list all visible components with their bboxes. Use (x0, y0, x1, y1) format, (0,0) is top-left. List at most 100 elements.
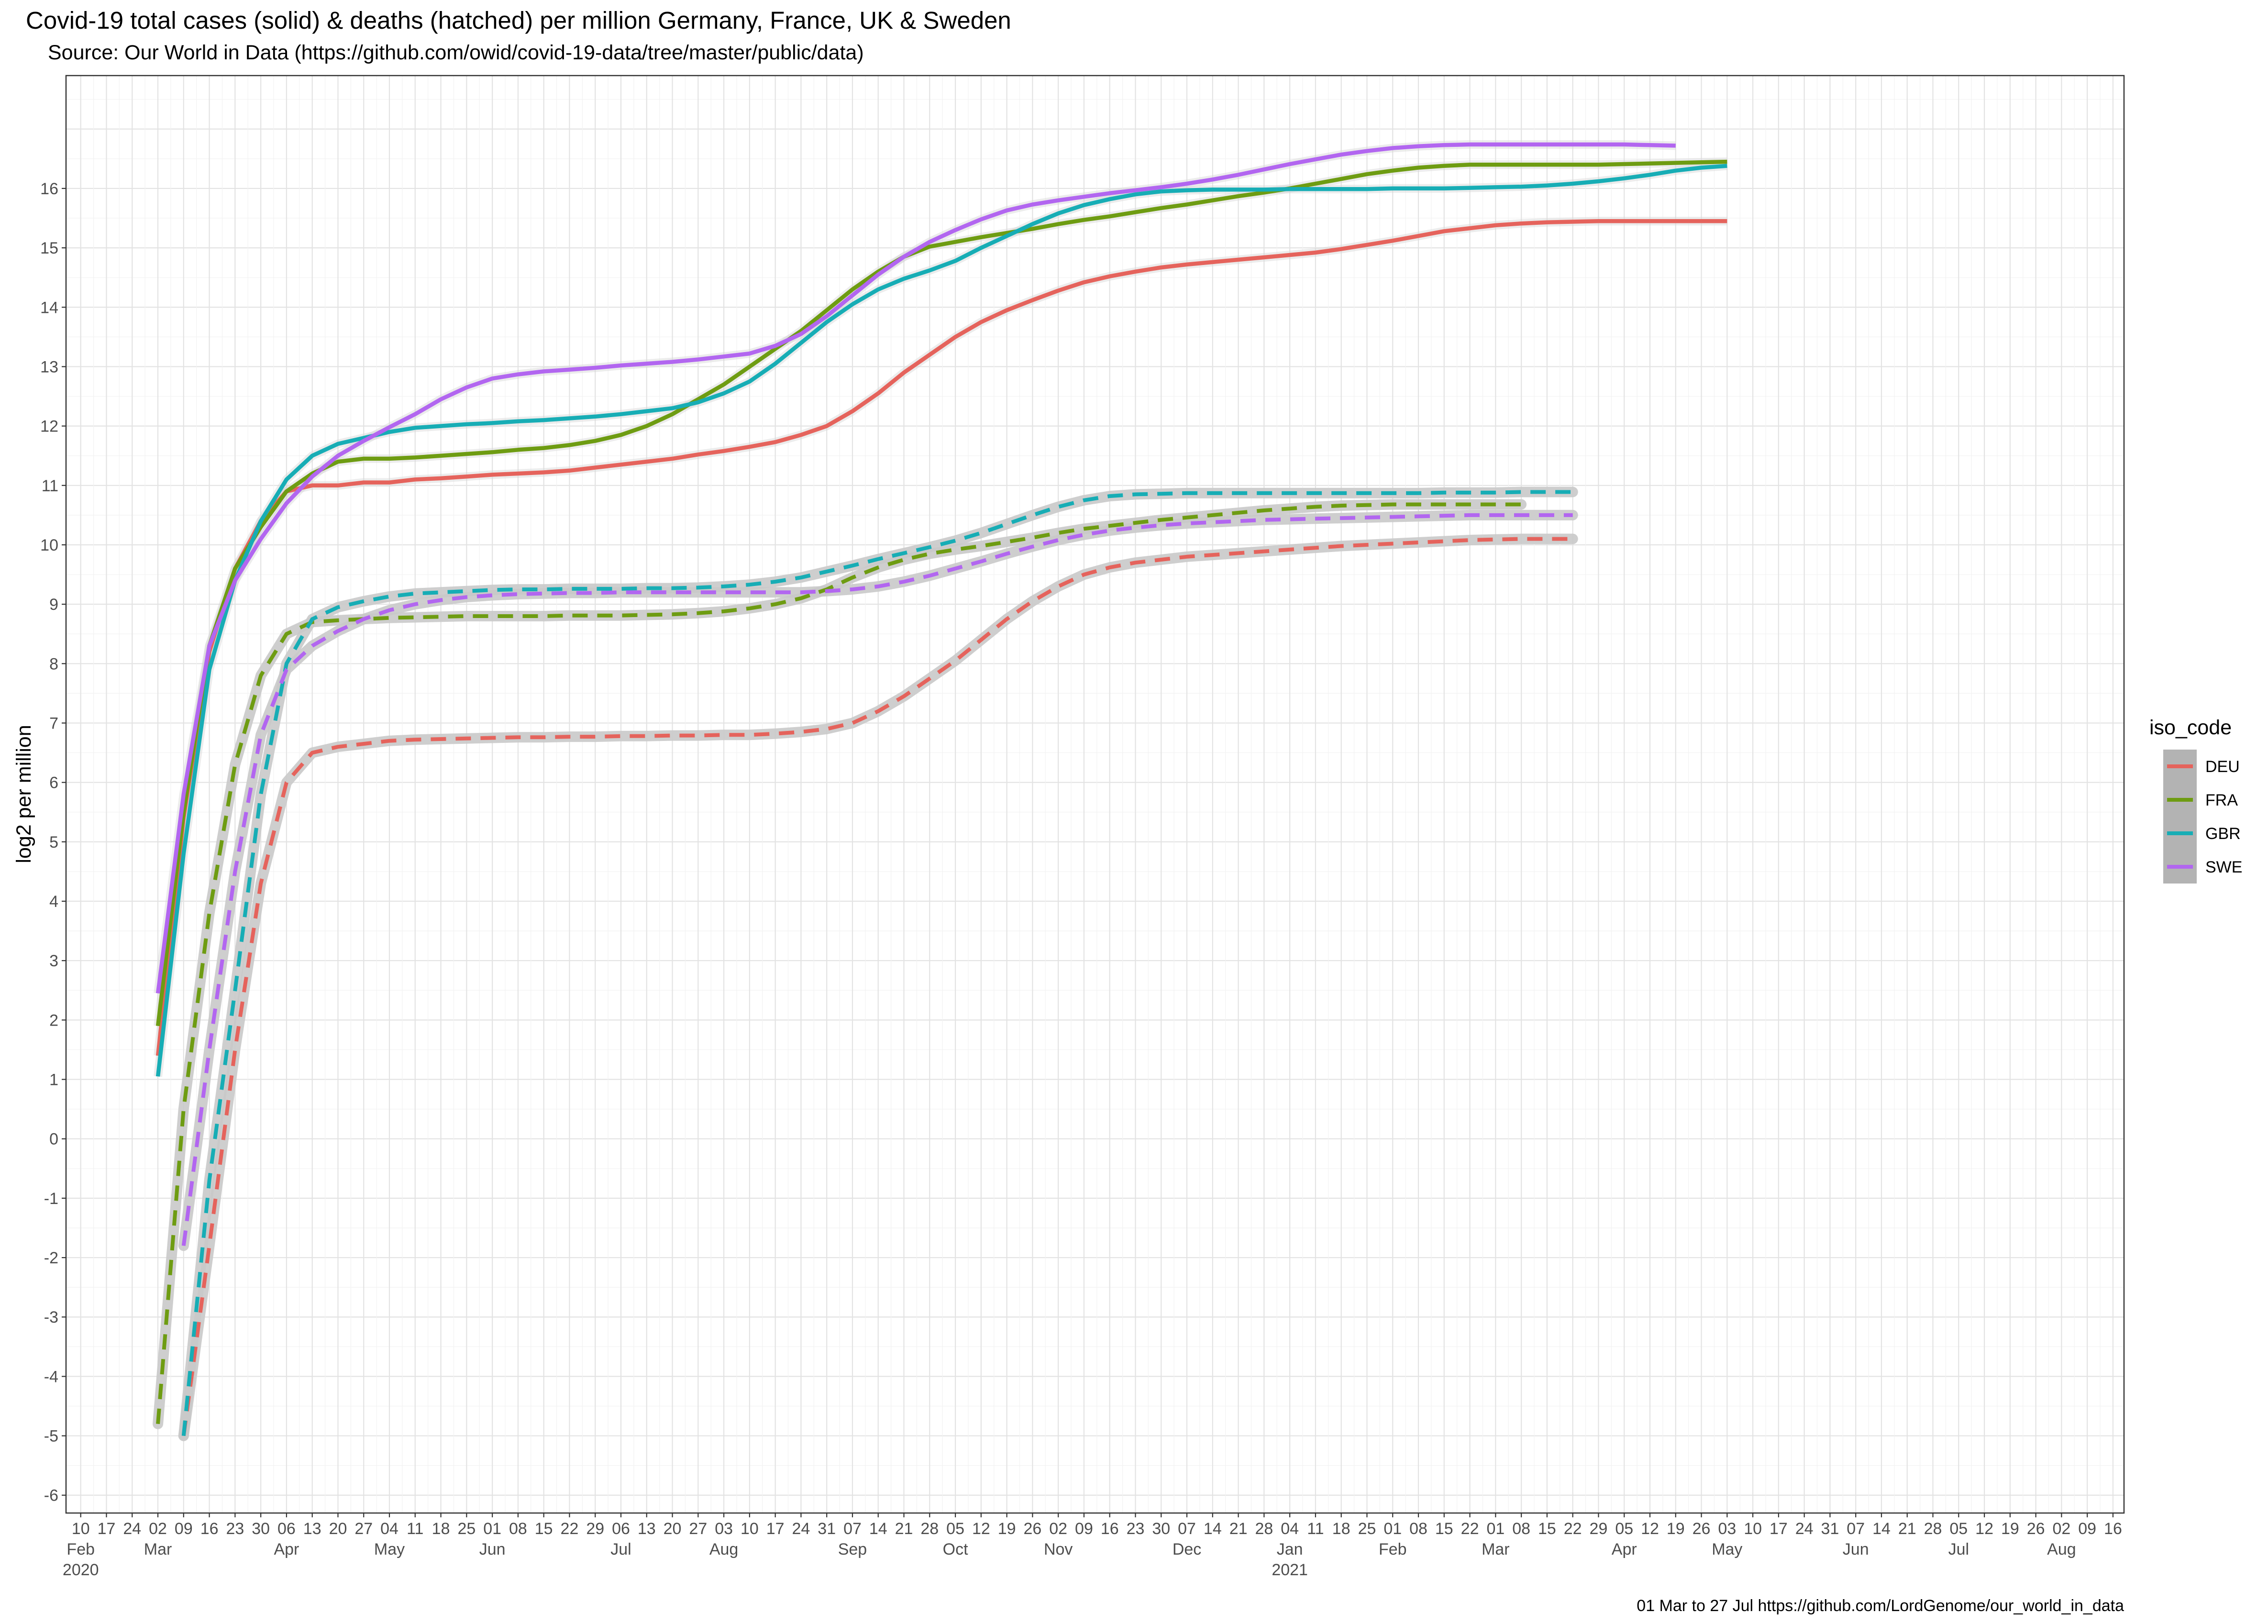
x-tick-label: 15 (1435, 1520, 1453, 1538)
x-tick-label: 09 (2078, 1520, 2096, 1538)
x-tick-label: 03 (1718, 1520, 1736, 1538)
x-month-label: Jul (610, 1540, 631, 1558)
y-tick-label: 16 (40, 180, 58, 198)
x-tick-label: 03 (715, 1520, 733, 1538)
x-tick-label: 10 (72, 1520, 90, 1538)
y-tick-label: 4 (49, 893, 58, 911)
x-tick-label: 26 (2027, 1520, 2045, 1538)
x-tick-label: 17 (98, 1520, 116, 1538)
x-tick-label: 12 (1975, 1520, 1993, 1538)
legend-title: iso_code (2149, 716, 2232, 739)
x-tick-label: 25 (1358, 1520, 1376, 1538)
y-tick-label: 12 (40, 418, 58, 436)
x-month-label: May (1712, 1540, 1742, 1558)
x-tick-label: 13 (303, 1520, 321, 1538)
series-layer (153, 140, 1727, 1441)
x-tick-label: 22 (561, 1520, 579, 1538)
y-tick-label: -2 (44, 1249, 58, 1267)
x-month-label: Jul (1948, 1540, 1969, 1558)
x-month-label: Feb (66, 1540, 95, 1558)
x-tick-label: 12 (972, 1520, 990, 1538)
x-month-label: Jan (1277, 1540, 1303, 1558)
x-tick-label: 27 (689, 1520, 707, 1538)
y-tick-label: -5 (44, 1427, 58, 1446)
cases-line-fra (155, 159, 1727, 1027)
x-tick-label: 26 (1023, 1520, 1041, 1538)
chart-subtitle: Source: Our World in Data (https://githu… (48, 41, 864, 64)
x-month-label: Aug (2047, 1540, 2076, 1558)
deaths-line-deu (181, 537, 1573, 1436)
plot-background (66, 76, 2124, 1513)
x-tick-label: 18 (432, 1520, 450, 1538)
legend-label-swe: SWE (2205, 858, 2242, 876)
x-year-label: 2021 (1272, 1561, 1308, 1579)
x-tick-label: 12 (1641, 1520, 1659, 1538)
x-tick-label: 19 (2001, 1520, 2019, 1538)
x-month-label: Mar (144, 1540, 172, 1558)
x-tick-label: 02 (149, 1520, 167, 1538)
x-tick-label: 07 (1178, 1520, 1196, 1538)
legend-label-fra: FRA (2205, 791, 2238, 809)
x-tick-label: 08 (509, 1520, 527, 1538)
y-tick-label: 2 (49, 1011, 58, 1029)
x-tick-label: 16 (1101, 1520, 1119, 1538)
x-tick-label: 07 (843, 1520, 862, 1538)
x-tick-label: 11 (1307, 1520, 1324, 1538)
cases-line-gbr (155, 164, 1727, 1077)
y-tick-label: 14 (40, 298, 58, 317)
deaths-line-gbr (181, 490, 1573, 1436)
y-tick-label: 8 (49, 655, 58, 673)
x-tick-label: 16 (200, 1520, 219, 1538)
y-tick-label: 7 (49, 714, 58, 732)
x-tick-label: 24 (123, 1520, 141, 1538)
y-tick-label: -6 (44, 1487, 58, 1505)
y-tick-label: 0 (49, 1130, 58, 1149)
chart-title: Covid-19 total cases (solid) & deaths (h… (26, 7, 1011, 34)
x-tick-label: 05 (1949, 1520, 1968, 1538)
x-tick-label: 30 (252, 1520, 270, 1538)
y-tick-label: 1 (49, 1071, 58, 1089)
x-tick-label: 28 (920, 1520, 939, 1538)
legend: iso_code DEU FRA GBR SWE (2149, 716, 2242, 884)
x-tick-label: 27 (354, 1520, 373, 1538)
x-tick-label: 21 (895, 1520, 913, 1538)
x-tick-label: 02 (2052, 1520, 2070, 1538)
chart-caption: 01 Mar to 27 Jul https://github.com/Lord… (1637, 1597, 2124, 1615)
x-tick-label: 24 (1795, 1520, 1814, 1538)
cases-line-swe (155, 142, 1676, 994)
x-month-label: May (374, 1540, 405, 1558)
x-tick-label: 10 (1744, 1520, 1762, 1538)
x-month-label: Jun (479, 1540, 506, 1558)
x-tick-label: 15 (1538, 1520, 1556, 1538)
x-tick-label: 06 (277, 1520, 296, 1538)
legend-label-deu: DEU (2205, 758, 2240, 776)
x-month-label: Sep (838, 1540, 867, 1558)
x-tick-label: 31 (818, 1520, 836, 1538)
x-tick-label: 09 (175, 1520, 193, 1538)
x-tick-label: 20 (329, 1520, 347, 1538)
y-tick-label: 6 (49, 774, 58, 792)
x-month-label: Dec (1173, 1540, 1201, 1558)
x-axis-ticks: 10 17 24 02 09 16 23 30 06 13 20 27 04 11 18 25 01 08 15 22… (63, 1513, 2122, 1579)
x-tick-label: 29 (586, 1520, 604, 1538)
x-tick-label: 16 (2104, 1520, 2122, 1538)
x-tick-label: 21 (1229, 1520, 1248, 1538)
x-tick-label: 19 (998, 1520, 1016, 1538)
x-tick-label: 22 (1461, 1520, 1479, 1538)
y-tick-label: 15 (40, 239, 58, 257)
x-tick-label: 26 (1693, 1520, 1711, 1538)
x-tick-label: 24 (792, 1520, 810, 1538)
x-tick-label: 22 (1564, 1520, 1582, 1538)
y-tick-label: 9 (49, 596, 58, 614)
x-tick-label: 17 (1770, 1520, 1788, 1538)
y-tick-label: 10 (40, 536, 58, 554)
x-tick-label: 23 (226, 1520, 244, 1538)
deaths-line-swe (181, 513, 1573, 1246)
x-month-label: Feb (1379, 1540, 1407, 1558)
x-month-label: Mar (1482, 1540, 1510, 1558)
x-tick-label: 13 (638, 1520, 656, 1538)
x-tick-label: 21 (1898, 1520, 1916, 1538)
x-tick-label: 08 (1409, 1520, 1427, 1538)
